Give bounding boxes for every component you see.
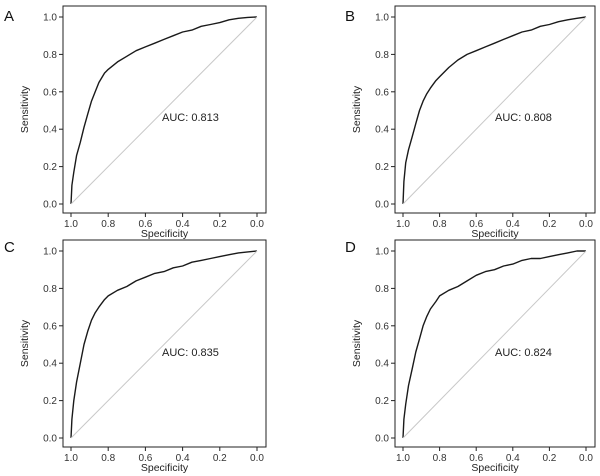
x-axis-title: Specificity [471, 462, 519, 474]
x-axis-title: Specificity [141, 228, 189, 240]
y-tick-label: 0.2 [43, 162, 57, 173]
x-tick-label: 0.6 [138, 219, 152, 230]
auc-annotation: AUC: 0.808 [495, 112, 552, 124]
x-tick-label: 0.2 [213, 453, 227, 464]
x-tick-label: 0.0 [250, 219, 264, 230]
x-tick-label: 0.0 [250, 453, 264, 464]
y-tick-label: 0.6 [43, 321, 57, 332]
x-tick-label: 0.4 [506, 219, 520, 230]
x-tick-label: 0.2 [542, 219, 556, 230]
y-tick-label: 0.4 [375, 125, 389, 136]
x-tick-label: 0.6 [469, 219, 483, 230]
y-tick-label: 0.0 [375, 200, 389, 211]
panel-letter: A [4, 8, 14, 25]
x-tick-label: 0.0 [579, 453, 593, 464]
x-axis-title: Specificity [141, 462, 189, 474]
panel-letter: D [345, 239, 356, 256]
x-tick-label: 1.0 [396, 219, 410, 230]
y-tick-label: 1.0 [43, 13, 57, 24]
y-tick-label: 0.8 [43, 284, 57, 295]
roc-curve [402, 250, 586, 439]
y-tick-label: 1.0 [43, 247, 57, 258]
x-tick-label: 0.6 [469, 453, 483, 464]
y-tick-label: 0.8 [43, 50, 57, 61]
x-tick-label: 0.0 [579, 219, 593, 230]
plot-frame [62, 5, 267, 214]
roc-panel-b: B 0.0 0.2 0.4 0.6 0.8 1.0 1.0 0.8 0.6 0.4 0.2 0.0 Spe… [345, 5, 596, 240]
reference-diagonal-line [70, 250, 258, 439]
y-tick-label: 0.8 [375, 50, 389, 61]
plot-frame [394, 5, 596, 214]
x-axis-title: Specificity [471, 228, 519, 240]
roc-panel-c: C 0.0 0.2 0.4 0.6 0.8 1.0 1.0 0.8 0.6 0.4 0.2 0.0 Spe… [4, 239, 267, 474]
roc-curve [70, 250, 258, 439]
x-tick-label: 0.4 [506, 453, 520, 464]
auc-annotation: AUC: 0.813 [162, 112, 219, 124]
roc-panel-d: D 0.0 0.2 0.4 0.6 0.8 1.0 1.0 0.8 0.6 0.4 0.2 0.0 Spe… [345, 239, 596, 474]
y-tick-label: 0.0 [43, 434, 57, 445]
y-tick-label: 0.4 [43, 359, 57, 370]
y-axis-title: Sensitivity [19, 85, 31, 133]
y-tick-label: 0.6 [375, 321, 389, 332]
y-tick-label: 1.0 [375, 13, 389, 24]
y-tick-label: 0.0 [375, 434, 389, 445]
x-tick-label: 0.8 [433, 453, 447, 464]
plot-frame [62, 239, 267, 448]
y-axis-title: Sensitivity [19, 319, 31, 367]
y-tick-label: 1.0 [375, 247, 389, 258]
x-tick-label: 0.2 [542, 453, 556, 464]
x-tick-label: 0.8 [101, 219, 115, 230]
y-tick-label: 0.4 [375, 359, 389, 370]
x-tick-label: 0.4 [176, 453, 190, 464]
roc-curve [70, 16, 258, 205]
x-tick-label: 0.8 [433, 219, 447, 230]
roc-panel-a: A 0.0 0.2 0.4 0.6 0.8 1.0 1.0 0.8 0.6 0.4 0.2 0.0 Spe… [4, 5, 267, 240]
roc-curve [402, 16, 587, 205]
y-tick-label: 0.6 [375, 87, 389, 98]
x-tick-label: 1.0 [64, 219, 78, 230]
reference-diagonal-line [402, 16, 587, 205]
reference-diagonal-line [70, 16, 258, 205]
panel-letter: B [345, 8, 355, 25]
x-tick-label: 0.2 [213, 219, 227, 230]
y-tick-label: 0.2 [375, 162, 389, 173]
panel-letter: C [4, 239, 15, 256]
x-tick-label: 1.0 [396, 453, 410, 464]
y-tick-label: 0.2 [43, 396, 57, 407]
y-tick-label: 0.0 [43, 200, 57, 211]
y-tick-label: 0.2 [375, 396, 389, 407]
x-tick-label: 0.8 [101, 453, 115, 464]
y-axis-title: Sensitivity [351, 319, 363, 367]
x-tick-label: 1.0 [64, 453, 78, 464]
x-tick-label: 0.4 [176, 219, 190, 230]
auc-annotation: AUC: 0.835 [162, 347, 219, 359]
reference-diagonal-line [402, 250, 587, 439]
y-tick-label: 0.6 [43, 87, 57, 98]
y-tick-label: 0.8 [375, 284, 389, 295]
x-tick-label: 0.6 [138, 453, 152, 464]
plot-frame [394, 239, 596, 448]
y-axis-title: Sensitivity [351, 85, 363, 133]
y-tick-label: 0.4 [43, 125, 57, 136]
auc-annotation: AUC: 0.824 [495, 347, 552, 359]
